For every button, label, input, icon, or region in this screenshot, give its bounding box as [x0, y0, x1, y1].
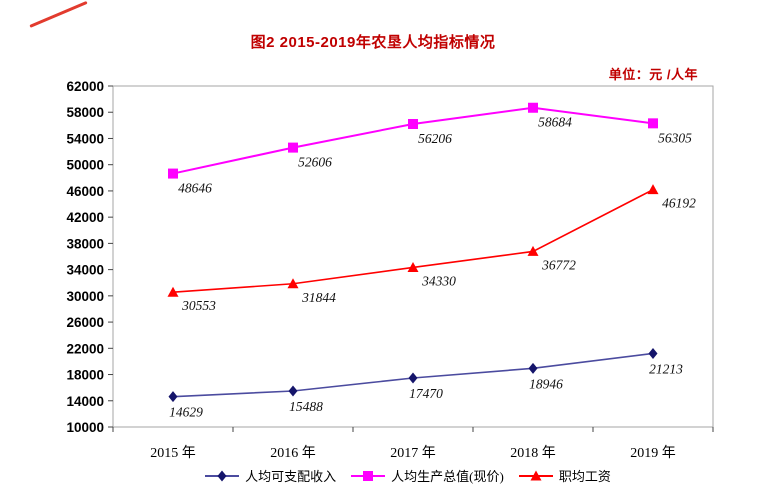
data-label: 21213 — [649, 361, 683, 376]
legend-item: 人均可支配收入 — [205, 466, 336, 485]
data-label: 30553 — [181, 298, 216, 313]
marker-triangle — [527, 245, 539, 256]
legend-label: 职均工资 — [558, 469, 611, 484]
y-tick-label: 50000 — [66, 158, 104, 173]
legend-marker — [205, 470, 240, 481]
marker-triangle — [647, 184, 659, 195]
marker-diamond — [648, 347, 658, 359]
y-tick-label: 26000 — [66, 315, 104, 330]
y-tick-label: 14000 — [66, 394, 104, 409]
legend-marker — [351, 470, 386, 481]
y-tick-label: 34000 — [66, 263, 104, 278]
data-label: 18946 — [529, 376, 563, 391]
marker-triangle — [287, 278, 299, 289]
marker-square — [288, 142, 298, 153]
y-tick-label: 58000 — [66, 105, 104, 120]
x-tick-label: 2016 年 — [270, 445, 316, 461]
chart-title: 图2 2015-2019年农垦人均指标情况 — [250, 34, 496, 51]
x-tick-label: 2017 年 — [390, 445, 436, 461]
x-tick-label: 2015 年 — [150, 445, 196, 461]
x-tick-label: 2019 年 — [630, 445, 676, 461]
y-tick-label: 38000 — [66, 236, 104, 251]
y-tick-label: 30000 — [66, 289, 104, 304]
y-tick-label: 54000 — [66, 131, 104, 146]
marker-diamond — [168, 391, 178, 403]
series-line — [172, 188, 654, 294]
data-label: 52606 — [298, 155, 332, 170]
marker-triangle — [530, 470, 542, 480]
data-label: 48646 — [178, 181, 212, 196]
data-label: 58684 — [538, 115, 572, 130]
marker-triangle — [407, 261, 419, 272]
y-tick-label: 62000 — [66, 79, 104, 94]
marker-square — [168, 168, 178, 179]
legend-label: 人均生产总值(现价) — [391, 469, 504, 484]
marker-diamond — [288, 385, 298, 397]
marker-square — [408, 118, 418, 129]
data-label: 15488 — [289, 399, 323, 414]
series-line — [172, 106, 654, 175]
data-label: 31844 — [301, 290, 336, 305]
marker-diamond — [408, 372, 418, 384]
plot-border — [112, 85, 714, 428]
marker-diamond — [217, 470, 227, 481]
marker-square — [528, 102, 538, 113]
data-label: 46192 — [662, 196, 696, 211]
y-tick-label: 42000 — [66, 210, 104, 225]
y-tick-label: 22000 — [66, 341, 104, 356]
chart-legend: 人均可支配收入 人均生产总值(现价) 职均工资 — [0, 466, 780, 485]
unit-label: 单位：元 /人年 — [608, 67, 698, 82]
marker-square — [648, 118, 658, 129]
data-label: 34330 — [421, 273, 456, 288]
marker-triangle — [167, 286, 179, 297]
marker-square — [363, 470, 374, 481]
y-tick-label: 46000 — [66, 184, 104, 199]
legend-label: 人均可支配收入 — [245, 469, 337, 484]
legend-marker — [518, 470, 553, 480]
y-tick-label: 18000 — [66, 368, 104, 383]
x-tick-label: 2018 年 — [510, 445, 556, 461]
marker-diamond — [528, 362, 538, 374]
data-label: 14629 — [169, 405, 203, 420]
legend-item: 人均生产总值(现价) — [351, 466, 504, 485]
legend-item: 职均工资 — [518, 466, 611, 485]
y-tick-label: 10000 — [66, 420, 104, 435]
data-label: 36772 — [541, 257, 576, 272]
data-label: 56305 — [658, 130, 692, 145]
data-label: 56206 — [418, 131, 452, 146]
data-label: 17470 — [409, 386, 443, 401]
